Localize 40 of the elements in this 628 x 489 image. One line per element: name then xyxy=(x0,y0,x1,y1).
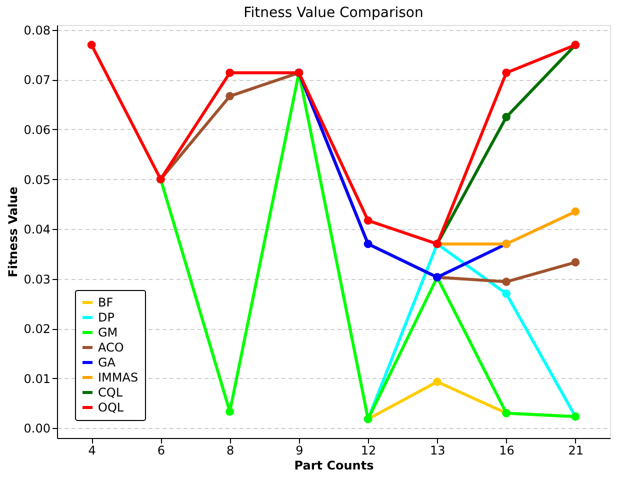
y-axis-title: Fitness Value xyxy=(6,186,20,278)
y-tick-label: 0.03 xyxy=(24,272,50,286)
point xyxy=(502,278,510,286)
point xyxy=(571,207,580,216)
legend-label: GM xyxy=(98,326,118,340)
point xyxy=(226,68,234,77)
x-tick-label: 16 xyxy=(499,444,514,458)
x-tick-label: 13 xyxy=(430,444,446,458)
legend-label: IMMAS xyxy=(98,370,138,384)
x-axis-title: Part Counts xyxy=(294,458,374,472)
legend-label: CQL xyxy=(98,386,123,400)
legend-label: DP xyxy=(98,310,114,324)
y-tick-label: 0.04 xyxy=(24,222,50,237)
x-tick-label: 12 xyxy=(360,444,376,458)
x-tick-label: 8 xyxy=(226,444,234,458)
point xyxy=(502,290,510,298)
y-tick-label: 0.00 xyxy=(24,422,50,436)
x-tick-label: 21 xyxy=(568,444,584,458)
y-tick-label: 0.05 xyxy=(24,172,50,187)
point xyxy=(226,92,234,100)
x-tick-label: 9 xyxy=(296,444,304,458)
legend-label: OQL xyxy=(98,400,124,414)
chart-title: Fitness Value Comparison xyxy=(244,4,424,21)
point xyxy=(87,40,96,50)
y-tick-label: 0.01 xyxy=(24,372,50,386)
point xyxy=(433,378,442,386)
legend-label: GA xyxy=(98,356,116,370)
y-tick-label: 0.07 xyxy=(24,73,50,88)
point xyxy=(502,68,510,77)
point xyxy=(571,258,580,267)
point xyxy=(364,216,372,225)
y-tick-label: 0.02 xyxy=(24,322,50,336)
y-tick-label: 0.06 xyxy=(24,122,50,137)
point xyxy=(226,407,234,416)
legend-label: BF xyxy=(98,296,114,310)
x-tick-label: 4 xyxy=(88,444,96,458)
legend-label: ACO xyxy=(98,340,124,354)
y-tick-label: 0.08 xyxy=(24,23,50,38)
x-tick-label: 6 xyxy=(157,444,166,458)
point xyxy=(502,112,510,122)
